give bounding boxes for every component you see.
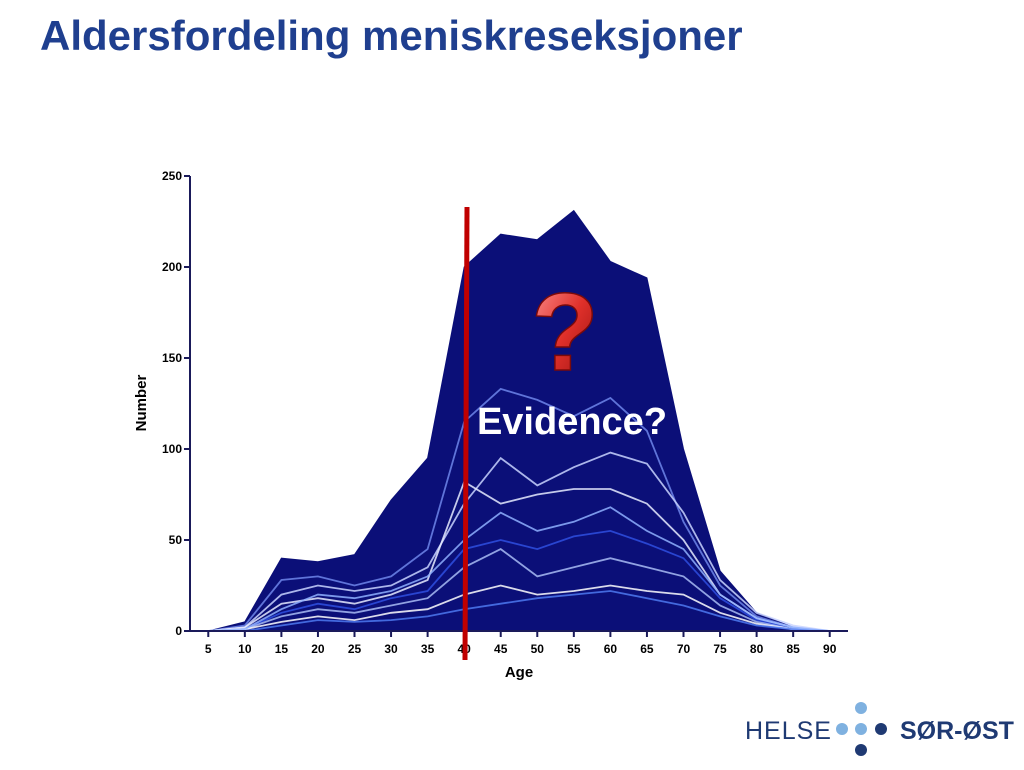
- plot: 0501001502002505101520253035404550556065…: [162, 169, 848, 656]
- x-tick-label: 25: [348, 642, 362, 656]
- logo-left: HELSE: [745, 717, 832, 745]
- y-tick-label: 100: [162, 442, 182, 456]
- logo-dot: [855, 744, 867, 756]
- y-tick-label: 150: [162, 351, 182, 365]
- slide-title: Aldersfordeling meniskreseksjoner: [40, 12, 743, 59]
- logo-dot: [836, 723, 848, 735]
- annotation: Evidence?: [477, 401, 667, 443]
- x-tick-label: 20: [311, 642, 325, 656]
- x-tick-label: 35: [421, 642, 435, 656]
- x-tick-label: 85: [786, 642, 800, 656]
- logo-dot: [855, 723, 867, 735]
- line: [208, 387, 830, 632]
- x-tick-label: 60: [604, 642, 618, 656]
- logo-right: SØR-ØST: [900, 717, 1014, 745]
- x-tick-label: 80: [750, 642, 764, 656]
- logo-dot: [855, 702, 867, 714]
- x-tick-label: 15: [275, 642, 289, 656]
- y-tick-label: 0: [175, 624, 182, 638]
- logo-dot: [875, 723, 887, 735]
- line: [208, 506, 830, 632]
- x-tick-label: 5: [205, 642, 212, 656]
- logo: HELSE SØR-ØST: [745, 702, 1014, 756]
- x-tick-label: 50: [531, 642, 545, 656]
- line: [208, 451, 830, 632]
- line: [208, 590, 830, 632]
- line: [208, 529, 830, 632]
- y-axis-title: Number: [133, 375, 150, 432]
- line: [208, 548, 830, 632]
- x-tick-label: 90: [823, 642, 837, 656]
- line: [208, 584, 830, 632]
- x-tick-label: 55: [567, 642, 581, 656]
- question-mark: ?: [531, 271, 598, 394]
- y-tick-label: 250: [162, 169, 182, 183]
- y-tick-label: 200: [162, 260, 182, 274]
- threshold-line: [462, 206, 470, 661]
- y-tick-label: 50: [169, 533, 183, 547]
- x-tick-label: 65: [640, 642, 654, 656]
- x-tick-label: 45: [494, 642, 508, 656]
- x-tick-label: 30: [384, 642, 398, 656]
- x-tick-label: 70: [677, 642, 691, 656]
- x-tick-label: 75: [713, 642, 727, 656]
- x-axis-title: Age: [505, 664, 533, 681]
- x-tick-label: 10: [238, 642, 252, 656]
